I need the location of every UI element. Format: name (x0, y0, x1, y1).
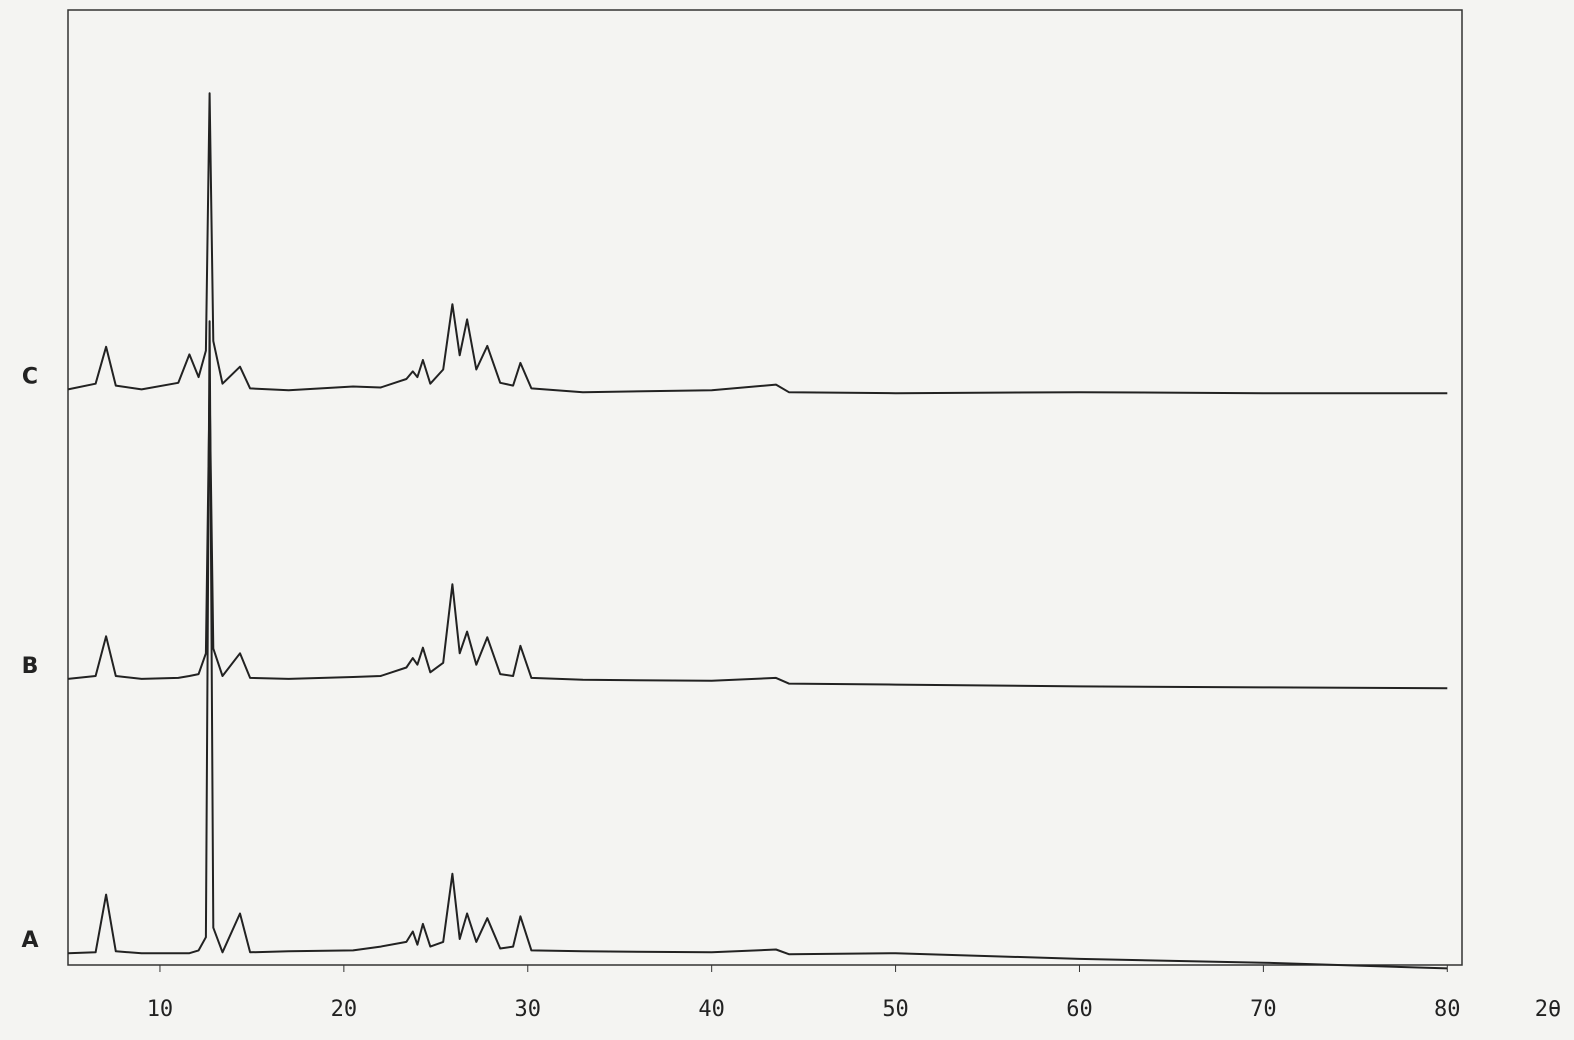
x-tick-label: 70 (1250, 997, 1277, 1022)
pattern-line (68, 387, 1447, 689)
chart: 2θ 10 20 30 40 50 60 70 80 A B C (0, 0, 1574, 1040)
x-tick-label: 30 (515, 997, 542, 1022)
x-tick-label: 80 (1434, 997, 1461, 1022)
series-label: B (22, 654, 39, 679)
x-tick-label: 10 (147, 997, 174, 1022)
pattern-line (68, 321, 1447, 968)
x-tick-label: 40 (698, 997, 725, 1022)
x-tick-label: 60 (1066, 997, 1093, 1022)
series-label: A (21, 928, 38, 953)
x-tick-label: 50 (882, 997, 909, 1022)
x-tick-label: 20 (331, 997, 358, 1022)
pattern-line (68, 93, 1447, 393)
x-axis-label: 2θ (1535, 997, 1562, 1022)
plot-frame (68, 10, 1462, 965)
series-label: C (22, 364, 38, 389)
